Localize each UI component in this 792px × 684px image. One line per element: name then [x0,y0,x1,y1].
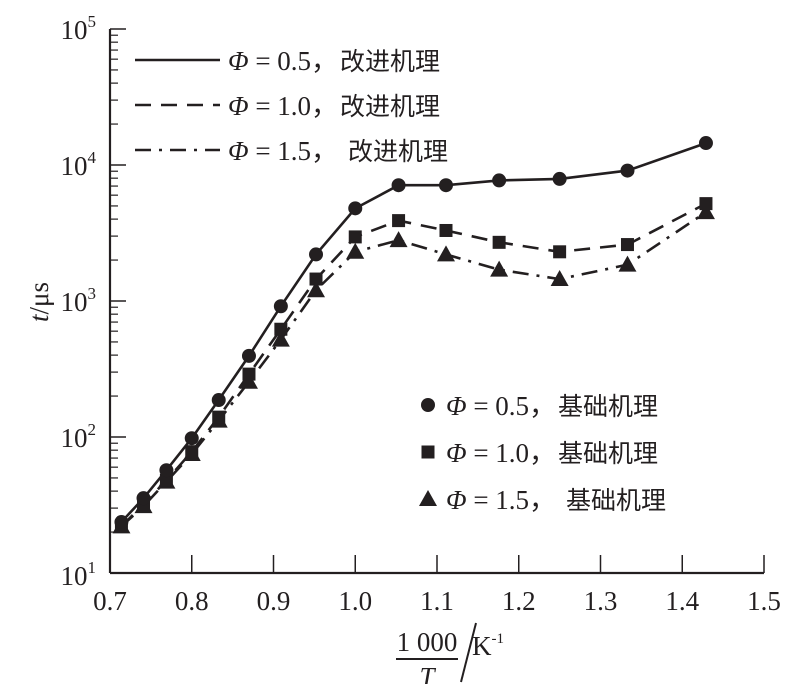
x-axis-label: 1 000 T K-1 [396,622,504,684]
y-tick-label: 104 [61,148,97,181]
y-tick-label: 103 [61,284,97,317]
series-line-dashed [120,202,707,528]
x-tick-label: 0.8 [175,586,209,616]
x-tick-label: 1.3 [584,586,618,616]
data-point-square [309,272,323,286]
x-axis-label-unit-exp: -1 [492,631,505,647]
data-point-circle [391,178,406,193]
legend-marker-triangle [419,490,437,506]
data-point-square [242,367,256,381]
x-axis-label-denominator: T [419,662,436,684]
data-point-triangle [346,242,365,259]
legend-markers: Φ = 0.5，基础机理 Φ = 1.0，基础机理 Φ = 1.5， 基础机理 [419,391,666,515]
data-point-circle [492,173,507,188]
data-point-circle [309,247,324,262]
legend-marker-label: Φ = 0.5，基础机理 [446,391,658,421]
legend-marker-label: Φ = 1.0，基础机理 [446,438,658,468]
x-tick-label: 1.1 [420,586,454,616]
data-point-triangle [618,255,637,272]
data-point-circle [211,393,226,408]
y-axis-label-unit: μs [24,282,54,307]
legend-line-label: Φ = 1.0，改进机理 [228,91,440,121]
y-tick-label: 101 [61,558,97,591]
data-point-square [348,230,362,244]
data-point-circle [698,136,713,151]
legend-line-label: Φ = 0.5，改进机理 [228,46,440,76]
data-point-triangle [307,281,326,298]
series-markers [112,136,715,534]
data-point-square [212,410,226,424]
y-tick-label: 105 [61,12,97,45]
data-point-circle [184,431,199,446]
x-tick-label: 1.2 [502,586,536,616]
data-point-circle [241,348,256,363]
legend-marker-circle [421,398,435,412]
series-lines [120,141,707,528]
x-tick-label: 0.7 [93,586,127,616]
svg-text:t/μs: t/μs [24,282,54,322]
x-axis-label-unit-base: K [472,631,492,661]
data-point-circle [114,515,129,530]
data-point-circle [273,299,288,314]
y-axis-label-var: t [24,313,54,322]
data-point-triangle [490,260,509,277]
legend-line-label: Φ = 1.5， 改进机理 [228,136,448,166]
y-tick-label: 102 [61,420,97,453]
x-axis-label-numerator: 1 000 [397,627,458,657]
y-axis-label: t/μs [24,282,54,322]
data-point-circle [552,171,567,186]
data-point-circle [620,163,635,178]
y-axis-label-sep: / [24,306,54,314]
data-point-circle [159,463,174,478]
data-point-circle [438,178,453,193]
data-point-triangle [389,231,408,248]
data-point-circle [136,491,151,506]
x-tick-label: 1.5 [747,586,781,616]
x-tick-label: 1.0 [338,586,372,616]
series-line-dashdot [120,211,707,528]
data-point-square [274,322,288,336]
data-point-square [439,223,453,237]
data-point-triangle [436,245,455,262]
data-point-triangle [550,270,569,287]
data-point-triangle [239,372,258,389]
legend-lines: Φ = 0.5，改进机理 Φ = 1.0，改进机理 Φ = 1.5， 改进机理 [135,46,448,166]
data-point-square [159,473,173,487]
x-axis-label-slash [460,622,477,683]
x-tick-label: 1.4 [665,586,699,616]
data-point-square [185,445,199,459]
data-point-square [392,214,406,228]
legend-marker-square [421,445,435,459]
data-point-square [620,238,634,252]
data-point-circle [348,201,363,216]
data-point-square [553,245,567,259]
legend-marker-label: Φ = 1.5， 基础机理 [446,485,666,515]
ticks: 0.7 0.8 0.9 1.0 1.1 1.2 1.3 1.4 1.5 101 102 103 104 1… [61,12,781,616]
data-point-triangle [696,203,715,220]
data-point-square [492,235,506,249]
x-axis-label-unit: K-1 [472,631,504,661]
x-tick-label: 0.9 [257,586,291,616]
data-point-triangle [271,330,290,347]
data-point-square [699,197,713,211]
